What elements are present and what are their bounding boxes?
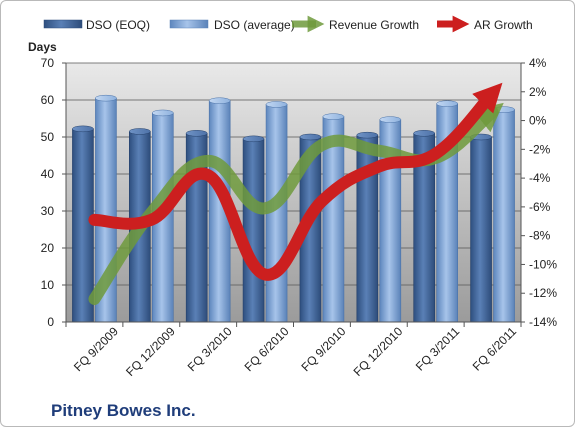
legend-label-dso-eoq: DSO (EOQ) [86, 18, 150, 32]
x-tick-label: FQ 9/2010 [299, 324, 349, 374]
left-tick-label: 70 [41, 56, 55, 70]
bar-dso-eoq [470, 133, 492, 323]
legend-swatch-dso-average [169, 19, 209, 29]
legend-item-dso-average: DSO (average) [169, 18, 295, 32]
x-axis-ticks: FQ 9/2009 FQ 12/2009 FQ 3/2010 FQ 6/2010 FQ … [65, 322, 522, 379]
x-tick-label: FQ 9/2009 [71, 324, 121, 374]
ar-growth-line [88, 82, 503, 281]
left-axis-ticks: 0 10 20 30 40 50 60 70 [41, 56, 66, 329]
left-tick-label: 10 [41, 278, 55, 292]
x-tick-label: FQ 12/2009 [123, 324, 178, 379]
right-tick-label: -10% [529, 257, 557, 271]
legend-label-ar-growth: AR Growth [474, 18, 533, 32]
growth-lines [88, 82, 504, 305]
legend-swatch-dso-eoq [43, 19, 83, 29]
right-tick-label: -8% [529, 229, 551, 243]
left-tick-label: 60 [41, 93, 55, 107]
legend-label-revenue-growth: Revenue Growth [329, 18, 419, 32]
bar-dso-eoq [356, 131, 379, 323]
x-tick-label: FQ 3/2011 [413, 324, 463, 374]
x-tick-label: FQ 12/2010 [351, 324, 406, 379]
left-tick-label: 0 [47, 315, 54, 329]
right-tick-label: -12% [529, 286, 557, 300]
legend: DSO (EOQ) DSO (average) Revenue Growth A… [43, 15, 533, 33]
legend-item-dso-eoq: DSO (EOQ) [43, 18, 150, 32]
y-axis-title: Days [28, 40, 57, 54]
right-tick-label: -6% [529, 200, 551, 214]
right-tick-label: 4% [529, 56, 547, 70]
left-tick-label: 50 [41, 130, 55, 144]
legend-item-ar-growth: AR Growth [437, 15, 533, 33]
legend-item-revenue-growth: Revenue Growth [292, 15, 419, 33]
left-tick-label: 30 [41, 204, 55, 218]
bar-dso-average [493, 106, 515, 323]
x-tick-label: FQ 3/2010 [185, 324, 235, 374]
bar-dso-average [322, 113, 345, 323]
right-tick-label: 2% [529, 85, 547, 99]
right-tick-label: -2% [529, 142, 551, 156]
company-name: Pitney Bowes Inc. [51, 401, 196, 420]
right-tick-label: -14% [529, 315, 557, 329]
x-tick-label: FQ 6/2011 [470, 324, 520, 374]
legend-label-dso-average: DSO (average) [214, 18, 295, 32]
left-tick-label: 20 [41, 241, 55, 255]
bar-dso-eoq [72, 125, 94, 323]
right-axis-ticks: -14% -12% -10% -8% -6% -4% -2% 0% 2% 4% [521, 56, 557, 329]
bar-dso-eoq [242, 135, 265, 323]
right-tick-label: 0% [529, 114, 547, 128]
x-tick-label: FQ 6/2010 [242, 324, 292, 374]
bar-dso-eoq [413, 130, 435, 323]
right-tick-label: -4% [529, 171, 551, 185]
left-tick-label: 40 [41, 167, 55, 181]
